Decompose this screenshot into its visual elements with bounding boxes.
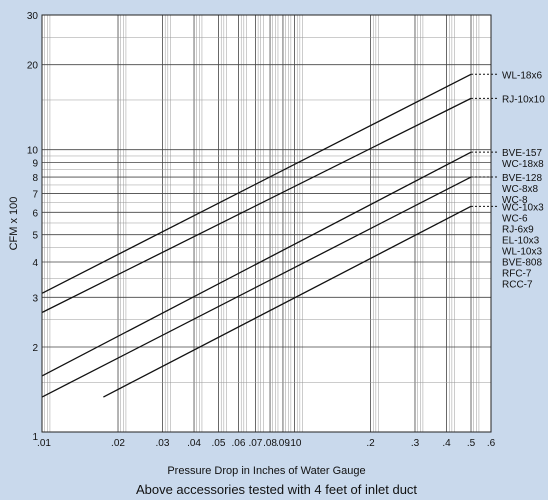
- grid-lines: [41, 14, 492, 433]
- x-tick-label: .05: [212, 438, 226, 449]
- x-tick-label: .6: [487, 438, 496, 449]
- series-label: EL-10x3: [502, 235, 540, 246]
- y-tick-label: 1: [32, 432, 38, 443]
- series-label: WC-10x3: [502, 202, 544, 213]
- chart-caption: Above accessories tested with 4 feet of …: [136, 482, 417, 497]
- x-tick-label: .3: [411, 438, 420, 449]
- y-tick-label: 5: [32, 231, 38, 242]
- series-line: [41, 176, 472, 398]
- series-label: WC-8: [502, 195, 528, 206]
- y-tick-label: 20: [27, 61, 39, 72]
- y-tick-labels: 1 2 3 4 5 6 7 8 9 10 20 30: [27, 11, 39, 443]
- series-label: RCC-7: [502, 279, 533, 290]
- y-tick-label: 3: [32, 293, 38, 304]
- series-label: RFC-7: [502, 268, 532, 279]
- x-tick-label: .03: [156, 438, 170, 449]
- plot-frame: [41, 14, 492, 433]
- series-label: BVE-808: [502, 257, 542, 268]
- series-label: RJ-6x9: [502, 224, 534, 235]
- x-tick-label: .4: [442, 438, 451, 449]
- series-label: RJ-10x10: [502, 94, 545, 105]
- y-tick-label: 8: [32, 173, 38, 184]
- x-tick-label: .5: [467, 438, 476, 449]
- y-tick-label: 6: [32, 208, 38, 219]
- series-line: [41, 97, 472, 314]
- series-line: [41, 151, 472, 377]
- x-tick-label: .02: [111, 438, 125, 449]
- series-lines: [41, 73, 472, 398]
- series-label: WC-6: [502, 213, 528, 224]
- y-tick-label: 30: [27, 11, 39, 22]
- x-axis-label: Pressure Drop in Inches of Water Gauge: [167, 465, 365, 477]
- x-tick-labels: .01 .02 .03 .04 .05 .06.07.08.09.10 .2 .3 .4 .5 .6: [37, 438, 496, 449]
- y-tick-label: 7: [32, 189, 38, 200]
- x-tick-label: .10: [288, 438, 302, 449]
- x-tick-label: .01: [37, 438, 51, 449]
- y-tick-label: 2: [32, 343, 38, 354]
- series-label: WL-18x6: [502, 70, 542, 81]
- y-axis-label: CFM x 100: [8, 197, 20, 251]
- plot-area: [42, 15, 491, 432]
- x-tick-label: .06: [232, 438, 246, 449]
- x-tick-label: .04: [187, 438, 201, 449]
- y-tick-label: 10: [27, 146, 39, 157]
- y-tick-label: 9: [32, 159, 38, 170]
- series-label: WC-18x8: [502, 159, 544, 170]
- series-label: BVE-157: [502, 148, 542, 159]
- x-tick-label: .2: [366, 438, 375, 449]
- series-label: WC-8x8: [502, 184, 539, 195]
- series-line: [41, 73, 472, 294]
- x-tick-label: .07: [248, 438, 262, 449]
- y-tick-label: 4: [32, 258, 38, 269]
- x-tick-label: .09: [276, 438, 290, 449]
- series-label: BVE-128: [502, 173, 542, 184]
- series-label: WL-10x3: [502, 246, 542, 257]
- series-labels: WL-18x6RJ-10x10BVE-157WC-18x8BVE-128WC-8…: [471, 70, 545, 290]
- x-tick-label: .08: [263, 438, 277, 449]
- series-line: [103, 205, 472, 398]
